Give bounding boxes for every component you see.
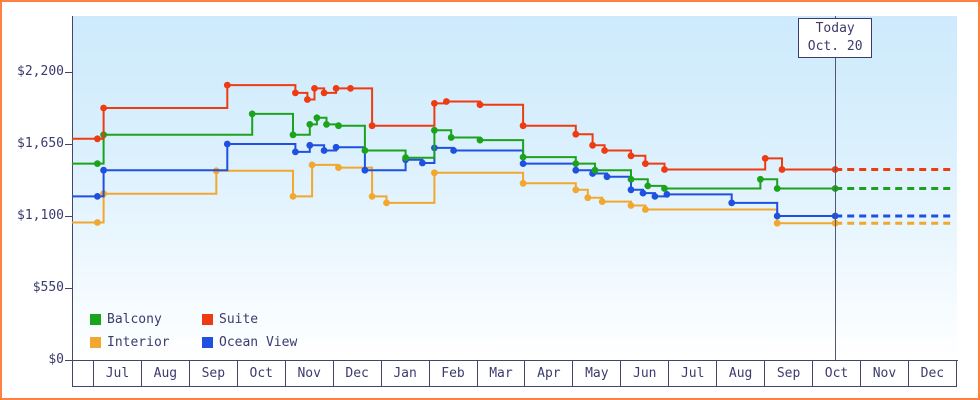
legend-item-suite: Suite [202,312,297,327]
month-label-cell: Jan [381,361,430,387]
today-vertical-line [835,16,837,360]
month-label-cell: Feb [429,361,478,387]
y-tick-mark [65,288,72,289]
y-tick-mark [65,216,72,217]
today-label: Today [815,21,855,36]
legend-item-balcony: Balcony [90,312,202,327]
balcony-swatch-icon [90,314,101,325]
y-tick-label: $1,100 [17,208,64,223]
month-label-cell: Apr [525,361,574,387]
month-label-cell: Sep [189,361,238,387]
legend-label-interior: Interior [107,335,170,350]
month-label-cell: Dec [908,361,957,387]
month-label-cell: Jul [669,361,718,387]
plot-background [72,16,957,360]
y-tick-label: $1,650 [17,136,64,151]
suite-swatch-icon [202,314,213,325]
y-tick-mark [65,72,72,73]
legend-item-ocean-view: Ocean View [202,335,297,350]
month-label-cell: Nov [861,361,909,387]
month-label-cell: Oct [813,361,861,387]
legend-label-ocean-view: Ocean View [219,335,298,350]
y-tick-label: $2,200 [17,64,64,79]
interior-swatch-icon [90,337,101,348]
legend: Balcony Suite Interior Ocean View [90,312,297,350]
month-label-cell: Mar [477,361,526,387]
y-axis-line [72,16,73,361]
legend-label-suite: Suite [219,312,259,327]
today-marker-box: Today Oct. 20 [798,18,873,58]
x-axis-month-row: Jul Aug Sep Oct Nov Dec Jan Feb Mar Apr May Jun Jul A… [72,361,957,387]
month-label-cell: May [573,361,622,387]
x-axis-line [72,360,958,361]
month-label-cell: Sep [765,361,814,387]
month-label-cell: Oct [237,361,286,387]
today-date: Oct. 20 [807,39,863,54]
y-tick-mark [65,144,72,145]
legend-item-interior: Interior [90,335,202,350]
legend-label-balcony: Balcony [107,312,162,327]
month-label-cell: Nov [285,361,334,387]
month-label-cell: Aug [717,361,766,387]
month-label-cell: Dec [333,361,382,387]
y-tick-label: $550 [32,280,64,295]
month-label-cell: Jul [94,361,142,387]
y-tick-label: $0 [48,352,64,367]
month-label-cell: Jun [621,361,670,387]
y-tick-mark [65,360,72,361]
month-cell-stub [72,361,94,387]
month-label-cell: Aug [141,361,190,387]
ocean-view-swatch-icon [202,337,213,348]
